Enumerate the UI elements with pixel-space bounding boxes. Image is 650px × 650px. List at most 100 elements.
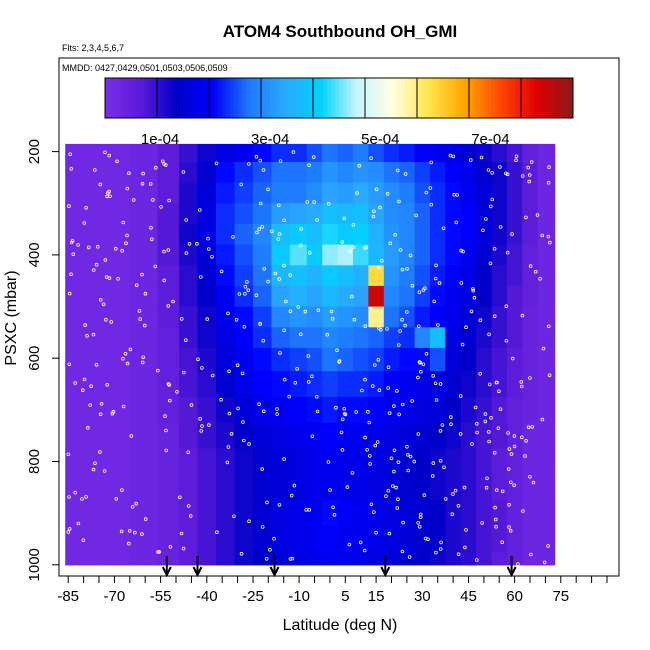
observation-point [469,309,474,314]
observation-point [424,190,429,195]
observation-point [261,409,266,414]
observation-point [134,501,139,506]
observation-point [546,180,551,185]
observation-point [226,445,231,449]
observation-point [241,420,245,424]
heatmap-cell [522,551,539,566]
observation-point [207,423,211,427]
heatmap-cell [179,474,199,501]
observation-point [422,286,427,291]
observation-point [432,299,437,304]
observation-point [542,560,547,565]
heatmap-cell [368,327,385,349]
observation-point [210,254,214,259]
observation-point [519,384,524,389]
colorbar-segment [296,78,301,118]
observation-point [133,530,137,535]
heatmap-cell [289,526,308,553]
heatmap-cell [337,143,354,163]
observation-point [162,249,166,254]
heatmap-cell [306,448,323,475]
heatmap-cell [460,448,477,475]
heatmap-cell [271,500,291,527]
observation-point [372,363,377,367]
observation-point [416,324,421,329]
observation-point [529,160,534,164]
y-axis-label: PSXC (mbar) [3,270,20,365]
heatmap-cell [289,203,308,225]
heatmap-cell [322,143,339,163]
heatmap-cell [197,143,217,163]
observation-point [407,555,412,559]
observation-point [455,193,460,197]
heatmap-cell [522,285,539,308]
heatmap-cell [95,327,131,349]
heatmap-cell [430,371,446,398]
heatmap-cell [491,182,508,204]
observation-point [364,245,369,250]
colorbar-segment [276,78,281,118]
heatmap-cell [491,474,508,501]
observation-point [125,233,129,238]
heatmap-cell [506,551,523,566]
observation-point [487,382,492,387]
observation-point [488,204,493,209]
heatmap-cell [430,347,446,372]
observation-point [337,359,342,363]
observation-point [437,281,442,285]
heatmap-cell [445,162,462,184]
heatmap-cell [289,327,308,349]
colorbar-segment [339,78,344,118]
colorbar-segment [237,78,242,118]
heatmap-cell [179,327,199,349]
heatmap-cell [522,306,539,328]
observation-point [332,512,337,517]
observation-point [277,232,282,236]
heatmap-cell [306,265,323,287]
observation-point [231,235,235,239]
colorbar-segment [183,78,188,118]
x-tick-label: 30 [414,588,431,605]
observation-point [243,291,247,296]
heatmap-cell [271,143,291,163]
observation-point [471,287,475,291]
heatmap-cell [306,397,323,424]
colorbar-segment [249,78,254,118]
observation-point [288,557,293,561]
observation-point [490,197,495,202]
heatmap-cell [95,448,131,475]
colorbar-segment [541,78,547,118]
observation-point [418,369,423,374]
observation-point [340,448,345,452]
heatmap-cell [216,500,236,527]
observation-point [234,317,239,322]
observation-point [386,386,390,390]
observation-point [367,420,372,425]
colorbar-segment [112,78,118,118]
colorbar-segment [385,78,391,118]
y-tick-label: 600 [26,346,43,371]
heatmap-cell [460,162,477,184]
heatmap-cell [179,526,199,553]
observation-point [275,412,279,416]
observation-point [387,531,392,536]
heatmap-cell [430,182,446,204]
heatmap-cell [157,285,180,308]
observation-point [514,158,518,163]
observation-point [390,484,395,488]
colorbar-segment [459,78,465,118]
observation-point [436,323,440,327]
heatmap-cell [353,551,369,566]
heatmap-cell [353,500,369,527]
colorbar-segment [350,78,356,118]
observation-point [494,380,499,385]
heatmap-cell [306,371,323,398]
observation-point [275,407,279,411]
colorbar-segment [397,78,402,118]
colorbar-segment [358,78,363,118]
observation-point [114,246,118,251]
colorbar-segment [268,78,274,118]
observation-point [120,248,124,253]
observation-point [181,546,186,551]
observation-point [357,163,362,168]
